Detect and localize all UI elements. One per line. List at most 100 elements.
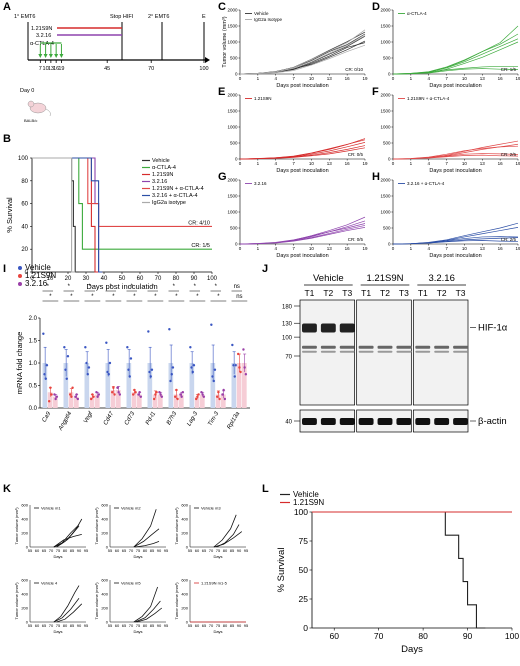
x-tick-label: 80 [418,631,428,641]
x-tick-label: 60 [115,548,120,553]
y-tick-label: 1500 [380,24,391,29]
data-point [55,395,59,398]
legend-swatch [18,266,22,270]
data-point [92,395,95,398]
significance-mark: * [112,294,115,300]
annotation: CR: 2/5 [501,237,517,242]
x-axis-label: Days [53,554,62,559]
y-tick-label: 500 [383,226,391,231]
significance-mark: * [68,284,71,290]
x-tick-label: 80 [143,623,148,628]
bar [105,363,111,408]
x-tick-label: 75 [136,548,141,553]
y-tick-label: 200 [101,531,108,536]
x-tick-label: 80 [173,276,180,282]
x-tick-label: 75 [216,623,221,628]
y-tick-label: 200 [181,531,188,536]
x-tick-label: 4 [427,246,430,251]
ctla4-dose-arrowhead [54,54,59,58]
blot-group-label: 3.2.16 [428,273,454,284]
growth-series [239,227,366,245]
data-point [138,391,141,394]
y-tick-label: 2000 [380,8,391,13]
growth-series [213,531,243,548]
mrna-bar-chart: 0.0 0.5 1.0 1.5 2.0 mRNA fold change Ca9 * * Angp… [15,263,250,432]
timeline-tick-labels: 7 10 13 16 19 45 70 100 [39,60,209,72]
nonspecific-band [453,345,468,349]
ctla4-dose-arrows [38,42,64,58]
blot-lane-label: T3 [456,288,466,298]
x-axis-label: Days [213,629,222,634]
y-tick-label: 1500 [380,194,391,199]
data-point [179,393,182,396]
data-point [175,388,178,392]
data-point [155,391,158,394]
blot-lane-label: T2 [437,288,447,298]
y-axis-label: Tumor volume (mm³) [14,507,19,545]
significance-mark: * [194,284,197,290]
data-point [221,393,224,396]
x-tick-label: 55 [108,548,113,553]
x-tick-label: 60 [115,623,120,628]
x-tick-label: 1 [257,161,260,166]
data-point [95,391,98,394]
y-tick-label: 1000 [380,210,391,215]
panel-label-d: D [372,1,380,13]
growth-series [53,518,83,548]
growth-series [135,600,161,623]
category-label: Vegf [83,410,95,425]
annotation: CR: 1/5 [191,243,210,249]
panel-label-a: A [3,1,11,13]
survival-series [32,157,103,273]
growth-series [239,223,366,245]
y-tick-label: 600 [21,503,28,508]
x-tick-label: 75 [56,623,61,628]
y-axis-label: % Survival [276,548,287,593]
y-tick-label: 500 [383,56,391,61]
data-point [71,386,74,389]
y-tick-label: 60 [21,202,28,208]
actin-band [396,418,412,425]
panel-label-c: C [218,1,226,13]
category-label: Ca9 [42,410,53,423]
bar [47,392,53,408]
legend-entry: Vehicle [254,11,269,16]
subplot-title: 1.21S9N m1-5 [201,581,228,586]
data-point [84,346,87,349]
blot-lane-label: T3 [399,288,409,298]
annotation: CR: 4/10 [188,220,210,226]
x-tick-label: 85 [230,548,235,553]
legend-entry: IgG2a Isotype [254,17,283,22]
x-tick-label: 100 [505,631,519,641]
data-point [68,393,72,396]
rechallenge-subplot: 55 60 65 70 75 80 85 90 95 0 200 400 600 Days Tumor vo… [14,578,89,635]
x-tick-label: 70 [209,548,214,553]
growth-chart-c: 0 1 4 7 10 13 16 19 0 500 1000 1500 2000 Days post in… [222,8,368,90]
ctla4-label: α-CTLA-4 [30,41,54,47]
y-tick-label: 400 [181,592,188,597]
bar [236,363,242,408]
nonspecific-band [358,345,374,349]
x-tick-label: 90 [157,623,162,628]
timeline-tick-label: 100 [199,66,208,72]
y-tick-label: 50 [299,565,309,575]
y-tick-label: 0 [235,157,238,162]
growth-series [392,33,519,75]
growth-series [213,514,237,548]
data-point [200,391,203,394]
x-tick-label: 60 [329,631,339,641]
rechallenge-subplot: 55 60 65 70 75 80 85 90 95 0 200 400 600 Days Tumor vo… [94,503,169,560]
significance-mark: * [196,294,199,300]
data-point [211,375,214,378]
x-tick-label: 0 [392,246,395,251]
data-point [212,379,215,383]
significance-mark: * [173,284,176,290]
nonspecific-band [339,350,355,353]
x-tick-label: 65 [42,623,47,628]
data-point [168,328,171,331]
bar [53,396,58,408]
x-tick-label: 0 [392,76,395,81]
bar [126,363,132,408]
data-point [89,397,93,401]
marker-label: 100 [282,336,293,342]
